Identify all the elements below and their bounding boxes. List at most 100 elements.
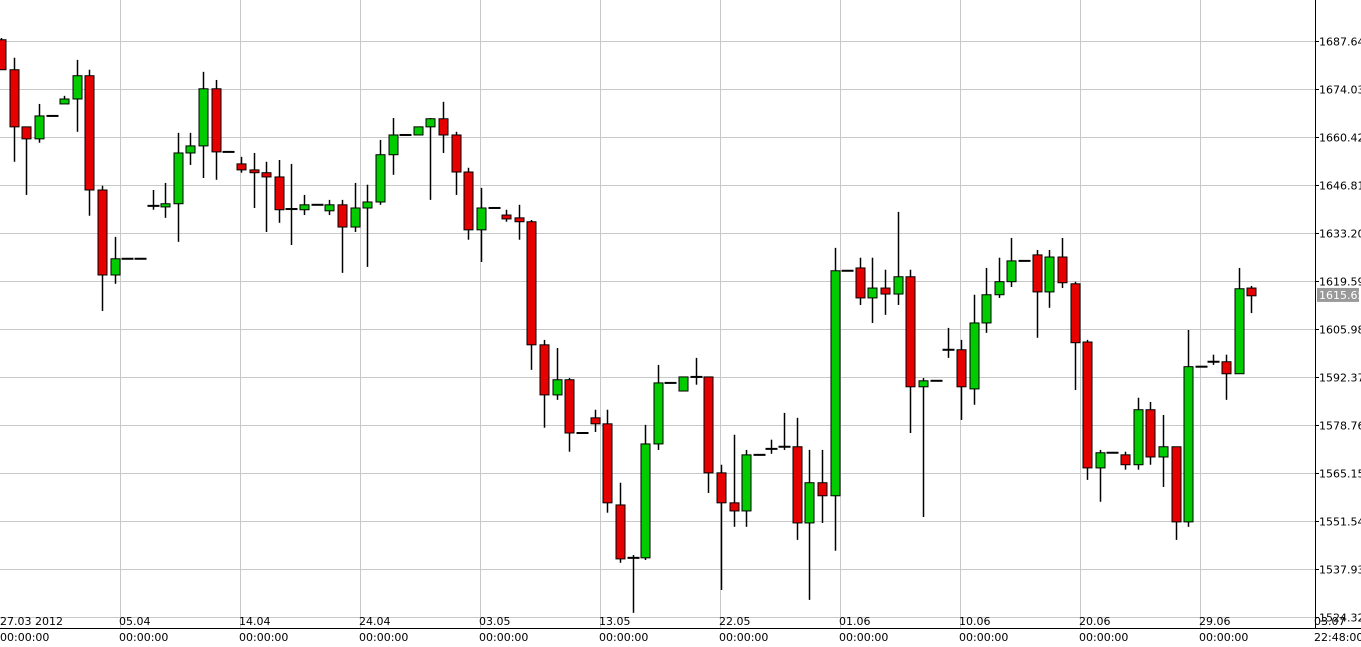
x-tick-label: 00:00:00	[479, 631, 528, 644]
candle-body	[602, 423, 613, 504]
candle-body	[640, 443, 651, 559]
y-tick-label: 1592.37	[1319, 372, 1361, 385]
candle-body	[34, 115, 45, 140]
x-tick-label: 01.06	[839, 615, 871, 628]
candle-body	[97, 189, 108, 276]
candle-body	[451, 134, 462, 173]
candle-body	[1070, 283, 1081, 344]
x-tick-label: 00:00:00	[719, 631, 768, 644]
candle-body	[9, 69, 20, 128]
candle-body	[375, 154, 386, 203]
y-tick-label: 1578.76	[1319, 420, 1361, 433]
y-tick-label: 1660.42	[1319, 132, 1361, 145]
candle-body	[1032, 254, 1043, 293]
last-price-box	[1317, 287, 1359, 302]
x-tick-label: 00:00:00	[839, 631, 888, 644]
x-tick-label: 00:00:00	[0, 631, 49, 644]
candle-body	[729, 502, 740, 512]
candle-body	[236, 163, 247, 171]
candle-body	[274, 176, 285, 211]
candle-body	[501, 214, 512, 220]
candle-body	[463, 171, 474, 231]
candle-body	[716, 472, 727, 504]
axis-labels: 1687.64 1674.03 1660.42 1646.81 1633.20 1619.…	[0, 36, 1361, 645]
x-tick-label: 00:00:00	[119, 631, 168, 644]
candle-body	[59, 98, 70, 105]
candle-body	[855, 267, 866, 299]
candle-body	[1234, 288, 1245, 375]
candle-body	[956, 349, 967, 388]
candle-body	[1183, 366, 1194, 523]
candle-body	[1044, 256, 1055, 293]
candle-body	[1145, 409, 1156, 458]
y-tick-label: 1619.59	[1319, 276, 1361, 289]
x-tick-label: 20.06	[1079, 615, 1111, 628]
candle-body	[476, 207, 487, 231]
x-tick-label: 00:00:00	[359, 631, 408, 644]
y-tick-label: 1551.54	[1319, 516, 1361, 529]
y-tick-label: 1605.98	[1319, 324, 1361, 337]
candle-body	[1082, 341, 1093, 469]
candle-body	[678, 376, 689, 392]
x-tick-label: 03.05	[479, 615, 511, 628]
x-tick-label: 29.06	[1199, 615, 1231, 628]
candles	[0, 37, 1257, 613]
x-tick-label: 13.05	[599, 615, 631, 628]
candle-body	[880, 287, 891, 295]
candle-body	[0, 39, 7, 71]
candle-body	[173, 152, 184, 205]
candle-body	[261, 172, 272, 178]
candle-body	[413, 126, 424, 136]
candle-body	[324, 204, 335, 212]
candle-body	[552, 379, 563, 396]
candle-body	[1133, 409, 1144, 466]
candle-body	[211, 88, 222, 153]
candle-body	[1057, 256, 1068, 284]
candle-body	[590, 417, 601, 425]
candle-body	[867, 287, 878, 299]
candle-body	[1221, 361, 1232, 375]
candle-body	[703, 376, 714, 474]
candle-body	[1120, 454, 1131, 466]
candle-body	[438, 118, 449, 136]
candle-body	[918, 380, 929, 388]
x-tick-label: 00:00:00	[1199, 631, 1248, 644]
candle-body	[994, 281, 1005, 296]
candle-body	[1158, 446, 1169, 458]
candle-body	[350, 207, 361, 228]
candle-body	[362, 201, 373, 209]
x-tick-label: 05.04	[119, 615, 151, 628]
candle-body	[249, 169, 260, 174]
x-tick-label: 00:00:00	[959, 631, 1008, 644]
y-tick-label: 1687.64	[1319, 36, 1361, 49]
candle-body	[198, 88, 209, 147]
candle-body	[1171, 446, 1182, 523]
candle-body	[905, 276, 916, 388]
candle-body	[817, 482, 828, 497]
candle-body	[160, 203, 171, 208]
candle-body	[388, 134, 399, 156]
x-tick-label: 00:00:00	[1079, 631, 1128, 644]
candle-body	[981, 294, 992, 324]
candle-body	[526, 221, 537, 346]
candle-body	[830, 270, 841, 497]
y-tick-label: 1565.15	[1319, 468, 1361, 481]
candle-body	[185, 145, 196, 154]
candle-body	[110, 258, 121, 276]
x-tick-label: 22.05	[719, 615, 751, 628]
candle-body	[337, 204, 348, 228]
candle-body	[1246, 287, 1257, 297]
x-tick-label: 22:48:00	[1314, 631, 1361, 644]
y-tick-label: 1646.81	[1319, 180, 1361, 193]
x-tick-label: 14.04	[239, 615, 271, 628]
candle-body	[653, 382, 664, 445]
x-tick-label: 00:00:00	[599, 631, 648, 644]
candle-body	[804, 482, 815, 524]
candle-body	[792, 446, 803, 524]
x-tick-label: 24.04	[359, 615, 391, 628]
candle-body	[299, 204, 310, 211]
y-tick-label: 1524.32	[1319, 612, 1361, 625]
